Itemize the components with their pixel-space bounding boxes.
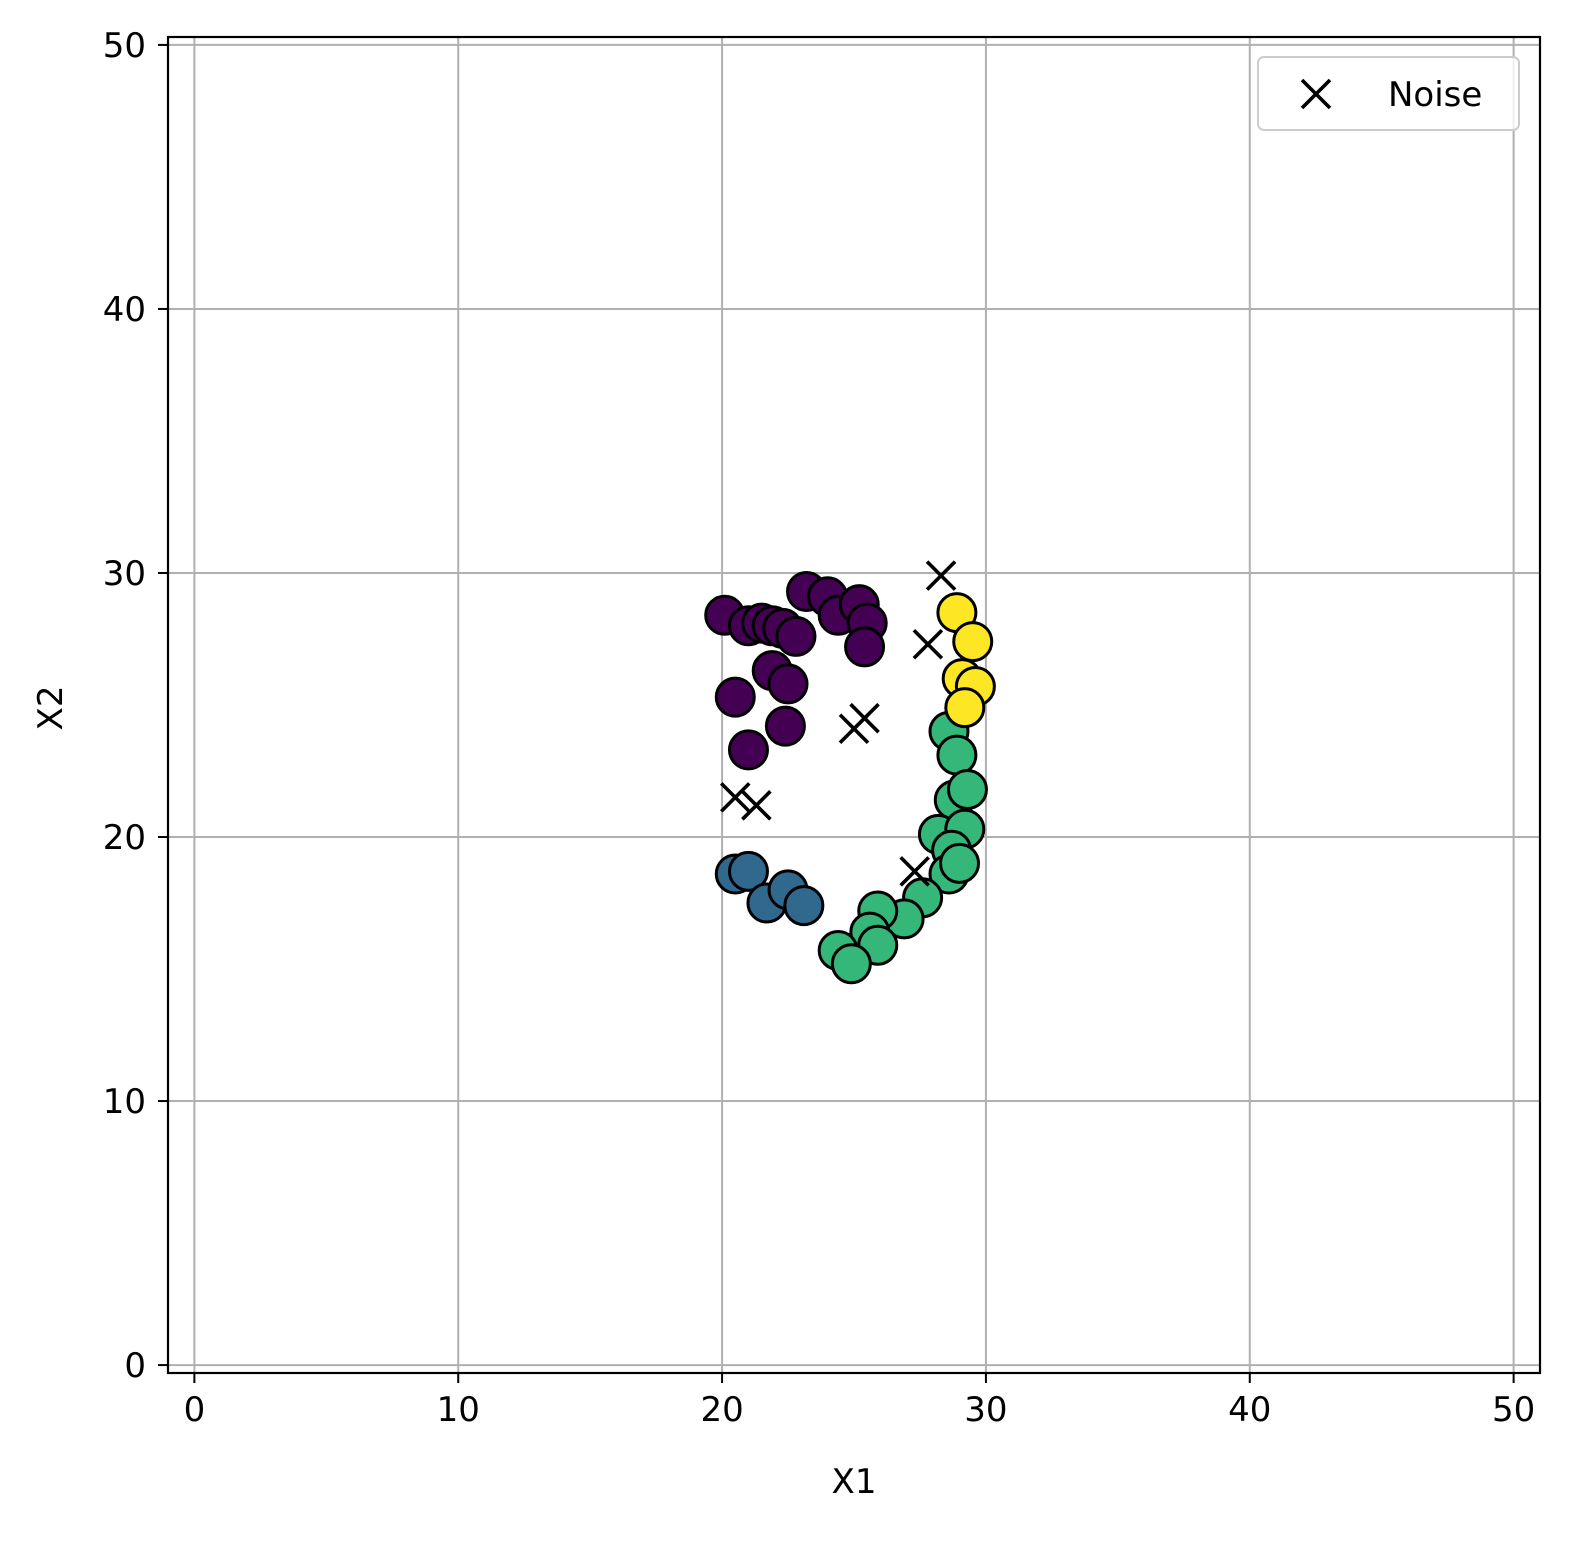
cluster-point xyxy=(952,621,994,663)
noise-points xyxy=(719,560,957,887)
y-axis-ticks: 0 10 20 30 40 50 xyxy=(103,26,168,1386)
x-axis-ticks: 0 10 20 30 40 50 xyxy=(184,1373,1535,1430)
x-tick-label: 50 xyxy=(1492,1390,1535,1430)
noise-point xyxy=(741,790,772,821)
legend-noise-marker xyxy=(1300,78,1332,110)
noise-point xyxy=(925,560,957,591)
cluster-point xyxy=(844,626,886,668)
x-tick-label: 10 xyxy=(437,1390,480,1430)
x-tick-label: 20 xyxy=(700,1390,743,1430)
cluster-point xyxy=(764,705,806,747)
plot-area xyxy=(168,37,1540,1373)
legend-box xyxy=(1257,56,1520,131)
x-axis-label: X1 xyxy=(832,1462,877,1502)
cluster-point xyxy=(783,885,825,927)
legend-noise-label: Noise xyxy=(1388,75,1482,115)
cluster-point xyxy=(944,687,986,729)
plot-frame xyxy=(166,35,1542,1375)
cluster-point xyxy=(939,842,981,884)
y-tick-label: 10 xyxy=(103,1082,146,1122)
y-tick-label: 0 xyxy=(124,1346,146,1386)
cluster-point xyxy=(775,615,817,657)
noise-point xyxy=(719,782,751,813)
plot-content xyxy=(704,560,996,985)
y-tick-label: 40 xyxy=(103,290,146,330)
noise-point xyxy=(838,713,870,745)
x-tick-label: 40 xyxy=(1228,1390,1271,1430)
cluster-point xyxy=(936,734,978,776)
y-tick-label: 50 xyxy=(103,26,146,66)
noise-point xyxy=(912,628,944,660)
legend: Noise xyxy=(1257,56,1520,131)
noise-point xyxy=(899,856,930,887)
y-tick-label: 20 xyxy=(103,818,146,858)
y-tick-label: 30 xyxy=(103,554,146,594)
cluster-point xyxy=(830,943,872,985)
cluster-point xyxy=(946,768,988,810)
cluster-point xyxy=(727,850,769,892)
cluster-point xyxy=(727,729,769,771)
cluster-3-points xyxy=(936,592,996,729)
cluster-point xyxy=(767,663,809,705)
x-tick-label: 30 xyxy=(964,1390,1007,1430)
x-tick-label: 0 xyxy=(184,1390,206,1430)
cluster-point xyxy=(714,676,756,718)
cluster-1-points xyxy=(714,850,825,927)
y-axis-label: X2 xyxy=(31,686,71,731)
cluster-0-points xyxy=(704,570,888,771)
